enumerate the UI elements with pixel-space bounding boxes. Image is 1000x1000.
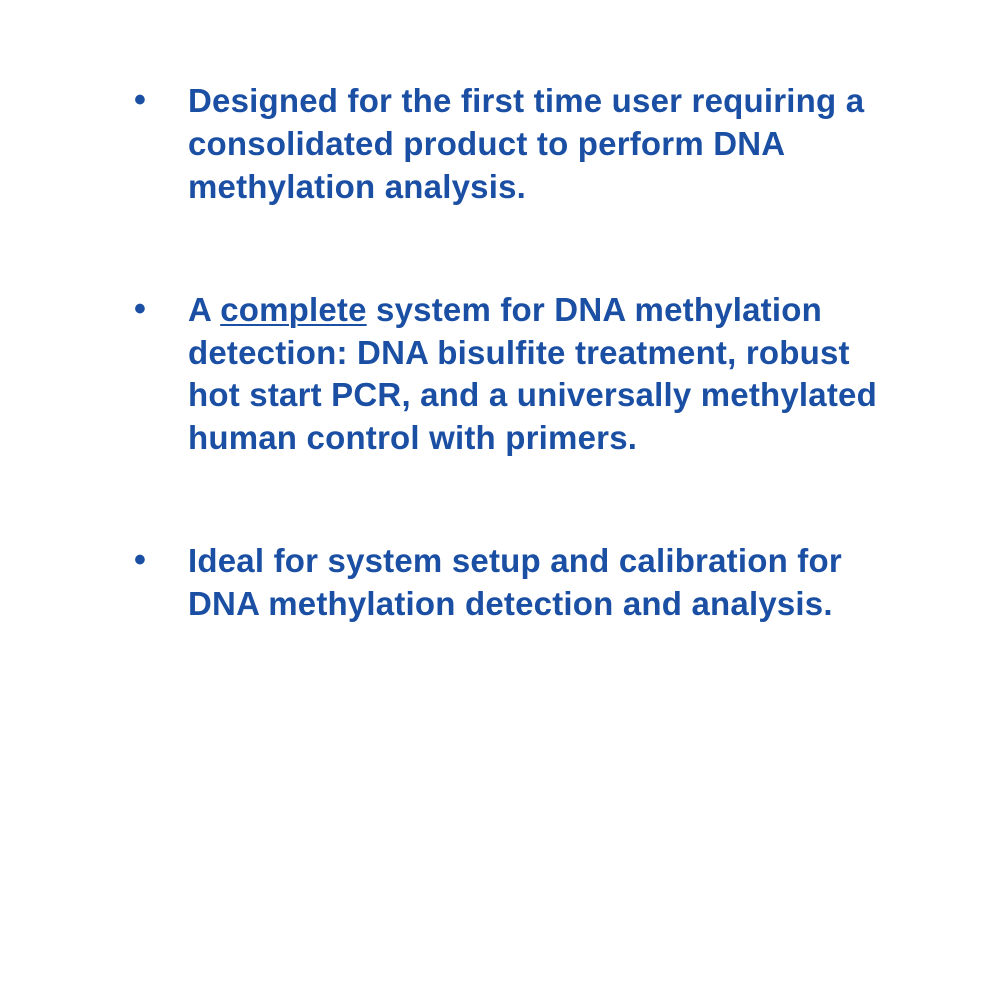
list-item: A complete system for DNA methylation de… bbox=[130, 289, 880, 461]
bullet-text-underlined: complete bbox=[220, 291, 366, 328]
bullet-text-pre: A bbox=[188, 291, 220, 328]
bullet-text-post: Ideal for system setup and calibration f… bbox=[188, 542, 842, 622]
bullet-text-post: Designed for the first time user requiri… bbox=[188, 82, 864, 205]
list-item: Ideal for system setup and calibration f… bbox=[130, 540, 880, 626]
slide-body: Designed for the first time user requiri… bbox=[0, 0, 1000, 1000]
list-item: Designed for the first time user requiri… bbox=[130, 80, 880, 209]
bullet-list: Designed for the first time user requiri… bbox=[130, 80, 880, 626]
